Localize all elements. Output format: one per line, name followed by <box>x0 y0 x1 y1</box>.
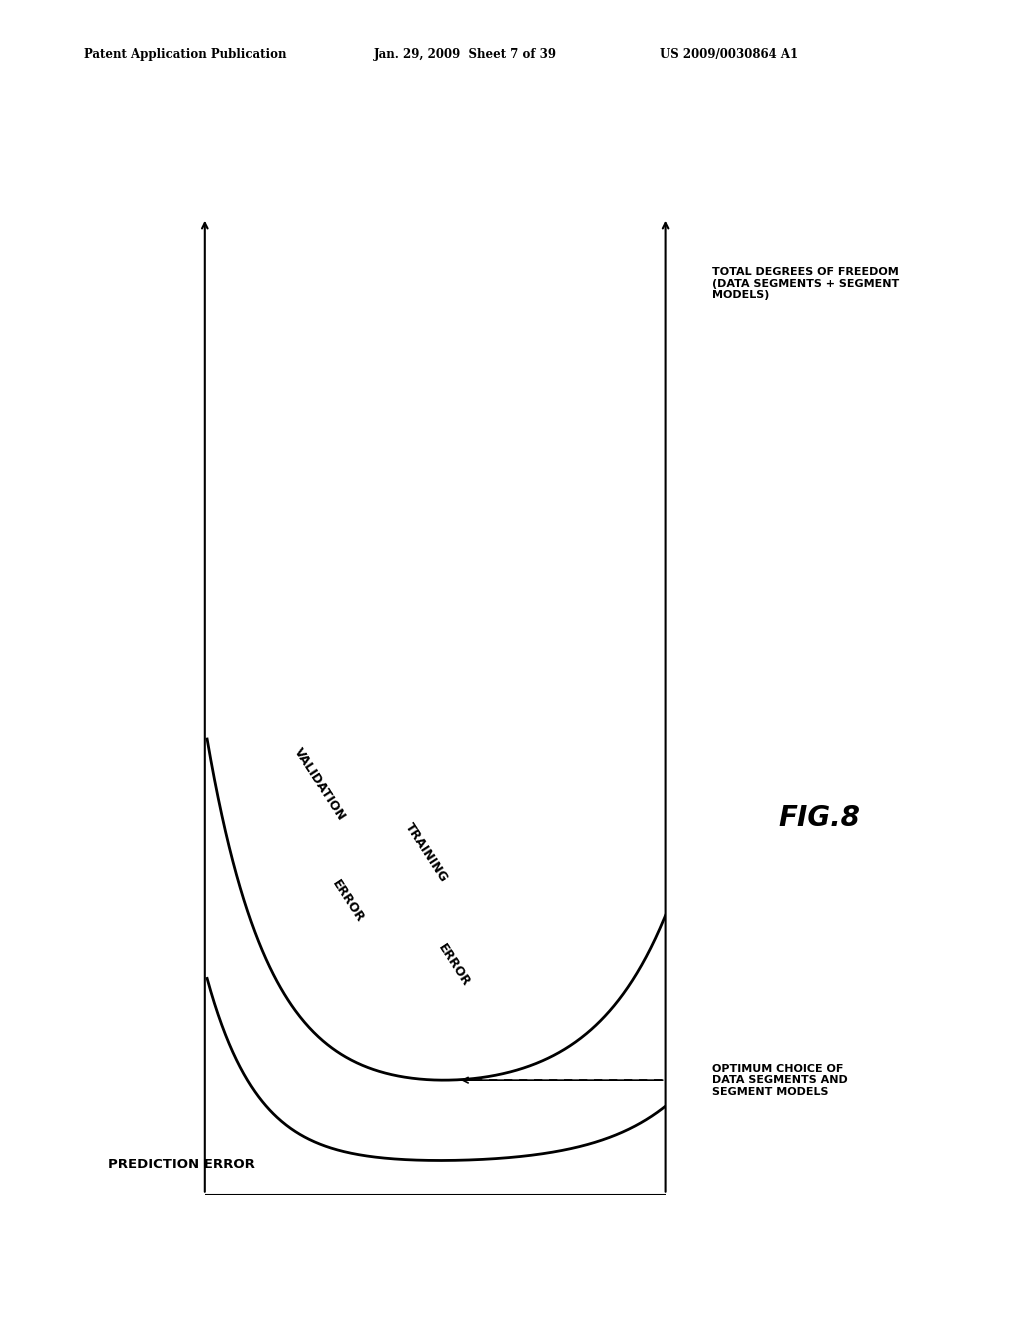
Text: TOTAL DEGREES OF FREEDOM
(DATA SEGMENTS + SEGMENT
MODELS): TOTAL DEGREES OF FREEDOM (DATA SEGMENTS … <box>712 267 899 301</box>
Text: Patent Application Publication: Patent Application Publication <box>84 48 287 61</box>
Text: FIG.8: FIG.8 <box>778 804 860 833</box>
Text: VALIDATION: VALIDATION <box>292 746 348 824</box>
Text: OPTIMUM CHOICE OF
DATA SEGMENTS AND
SEGMENT MODELS: OPTIMUM CHOICE OF DATA SEGMENTS AND SEGM… <box>712 1064 848 1097</box>
Text: TRAINING: TRAINING <box>402 821 450 884</box>
Text: US 2009/0030864 A1: US 2009/0030864 A1 <box>660 48 799 61</box>
Text: ERROR: ERROR <box>329 878 367 925</box>
Text: ERROR: ERROR <box>435 941 472 989</box>
Text: PREDICTION ERROR: PREDICTION ERROR <box>108 1158 254 1171</box>
Text: Jan. 29, 2009  Sheet 7 of 39: Jan. 29, 2009 Sheet 7 of 39 <box>374 48 557 61</box>
